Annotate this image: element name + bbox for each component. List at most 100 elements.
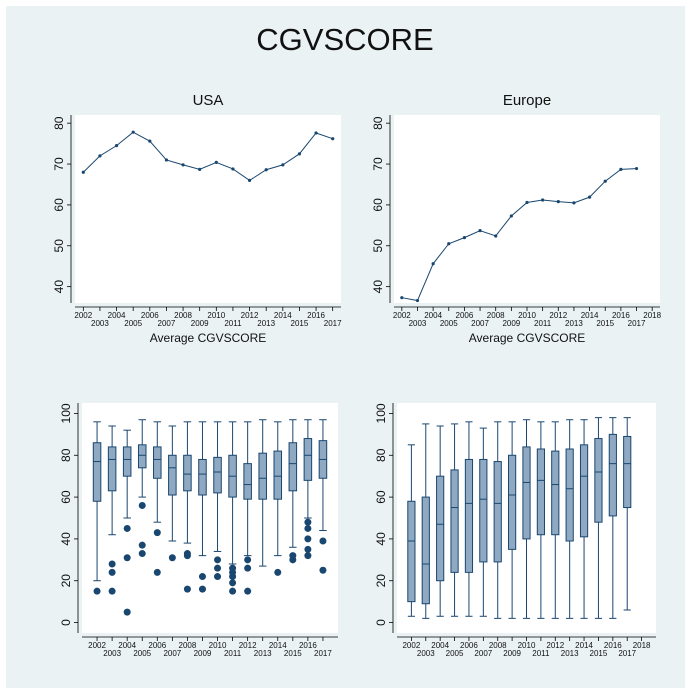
- y-tick-label: 80: [59, 448, 73, 462]
- point: [148, 139, 152, 143]
- box: [436, 475, 445, 582]
- y-tick-label: 40: [52, 280, 66, 294]
- x-tick-label: 2013: [254, 649, 272, 658]
- x-tick-label: 2013: [257, 319, 275, 328]
- outlier: [198, 585, 206, 593]
- outlier: [153, 568, 161, 576]
- x-tick-label: 2013: [561, 649, 579, 658]
- point: [264, 168, 268, 172]
- x-tick-label: 2004: [108, 311, 126, 320]
- box: [536, 448, 545, 536]
- outlier: [229, 573, 237, 581]
- x-tick-label: 2002: [88, 641, 106, 650]
- box: [168, 454, 177, 496]
- x-tick-label: 2002: [402, 641, 420, 650]
- x-tick-label: 2016: [307, 311, 325, 320]
- point: [494, 234, 498, 238]
- x-tick-label: 2005: [446, 649, 464, 658]
- y-tick-label: 40: [59, 532, 73, 546]
- box: [508, 454, 517, 550]
- x-tick-label: 2017: [324, 319, 342, 328]
- x-tick-label: 2007: [471, 319, 489, 328]
- x-tick-label: 2006: [141, 311, 159, 320]
- box: [183, 454, 192, 492]
- outlier: [138, 501, 146, 509]
- point: [509, 214, 513, 218]
- box: [243, 463, 252, 500]
- outlier: [108, 560, 116, 568]
- box: [213, 456, 222, 494]
- x-tick-label: 2004: [118, 641, 136, 650]
- point: [314, 131, 318, 135]
- x-tick-label: 2012: [239, 641, 257, 650]
- x-tick-label: 2006: [456, 311, 474, 320]
- point: [634, 166, 639, 171]
- x-tick-label: 2005: [124, 319, 142, 328]
- point: [98, 154, 102, 158]
- y-tick-label: 50: [52, 239, 66, 253]
- x-tick-label: 2016: [604, 641, 622, 650]
- y-tick-label: 0: [59, 619, 73, 626]
- x-tick-label: 2018: [643, 311, 661, 320]
- y-tick-label: 100: [374, 403, 388, 423]
- line: [82, 131, 333, 181]
- y-tick-label: 20: [59, 574, 73, 588]
- box: [303, 438, 313, 481]
- box: [421, 496, 430, 605]
- line: [401, 168, 637, 302]
- x-tick-label: 2008: [487, 311, 505, 320]
- y-tick-label: 60: [52, 198, 66, 212]
- outlier: [214, 564, 222, 572]
- box: [479, 458, 488, 563]
- outlier: [229, 587, 237, 595]
- box: [464, 458, 474, 573]
- box: [493, 461, 502, 563]
- box: [258, 452, 267, 500]
- outlier: [108, 568, 116, 576]
- x-tick-label: 2009: [503, 649, 521, 658]
- y-tick-label: 80: [371, 116, 385, 130]
- x-tick-label: 2006: [148, 641, 166, 650]
- outlier: [304, 535, 312, 543]
- outlier: [198, 573, 206, 581]
- box: [407, 500, 416, 603]
- point: [181, 163, 185, 167]
- box: [122, 446, 132, 477]
- outlier: [138, 550, 146, 558]
- point: [478, 229, 482, 233]
- box: [579, 444, 589, 538]
- x-tick-label: 2013: [565, 319, 583, 328]
- point: [556, 200, 560, 204]
- x-tick-label: 2014: [269, 641, 287, 650]
- x-tick-label: 2009: [191, 319, 209, 328]
- outlier: [304, 518, 312, 526]
- y-tick-label: 40: [371, 280, 385, 294]
- outlier: [304, 524, 312, 532]
- x-tick-label: 2010: [209, 641, 227, 650]
- outlier: [123, 554, 131, 562]
- point: [603, 179, 607, 183]
- x-tick-label: 2005: [133, 649, 151, 658]
- outlier: [214, 573, 222, 581]
- y-tick-label: 0: [374, 619, 388, 626]
- x-tick-label: 2002: [74, 311, 92, 320]
- x-tick-label: 2003: [417, 649, 435, 658]
- x-tick-label: 2011: [224, 649, 242, 658]
- outlier: [244, 587, 252, 595]
- x-tick-label: 2012: [549, 311, 567, 320]
- x-tick-label: 2014: [575, 641, 593, 650]
- box: [551, 450, 560, 536]
- point: [281, 163, 285, 167]
- box: [623, 435, 632, 509]
- x-axis-label: Average CGVSCORE: [469, 331, 586, 345]
- x-tick-label: 2016: [612, 311, 630, 320]
- y-tick-label: 80: [52, 116, 66, 130]
- point: [431, 262, 435, 266]
- x-tick-label: 2007: [163, 649, 181, 658]
- x-tick-label: 2015: [596, 319, 614, 328]
- point: [198, 167, 202, 171]
- box: [608, 433, 617, 517]
- x-tick-label: 2008: [489, 641, 507, 650]
